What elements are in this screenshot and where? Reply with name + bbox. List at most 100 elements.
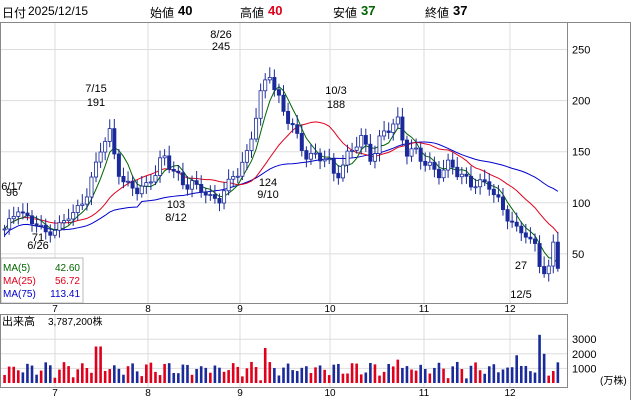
volume-bar: [350, 363, 354, 383]
candle-body: [391, 123, 396, 133]
volume-bar: [209, 372, 212, 383]
volume-bar: [222, 371, 226, 383]
candle-body: [519, 225, 524, 234]
candle-body: [482, 179, 487, 183]
volume-bar: [227, 370, 230, 383]
candle-body: [139, 185, 144, 195]
candle-body: [267, 77, 272, 81]
price-tick-label: 250: [572, 45, 590, 57]
candle-body: [158, 157, 163, 176]
candle-body: [226, 178, 231, 192]
volume-bar: [145, 364, 148, 383]
volume-bar: [94, 346, 98, 383]
volume-bar: [241, 376, 244, 383]
annotation-date: 6/26: [27, 240, 48, 252]
candle-body: [212, 194, 217, 199]
volume-bar: [218, 367, 221, 383]
candle-body: [432, 161, 437, 170]
annotation-date: 12/5: [510, 289, 531, 301]
candle-body: [350, 149, 355, 152]
volume-bar: [451, 366, 454, 383]
volume-bar: [327, 375, 331, 383]
candle-body: [491, 188, 496, 196]
candle-body: [537, 243, 542, 267]
candle-body: [235, 175, 240, 178]
volume-bar: [277, 375, 281, 383]
volume-bar: [122, 374, 125, 383]
ma5-line: [4, 85, 559, 264]
candle-body: [167, 155, 172, 170]
annotation-value: 71: [32, 232, 44, 244]
annotation-value: 103: [167, 199, 185, 211]
volume-bar: [446, 378, 450, 383]
candle-body: [423, 160, 428, 166]
candle-body: [308, 152, 313, 160]
ma25-polyline: [4, 121, 559, 234]
volume-bar: [268, 362, 272, 383]
close-label: 終値: [425, 6, 450, 20]
volume-bar: [414, 370, 418, 383]
candle-body: [542, 266, 547, 275]
volume-bar: [154, 371, 157, 383]
annotation-date: 8/26: [210, 29, 231, 41]
candle-body: [20, 211, 25, 214]
volume-bar: [524, 365, 528, 383]
volume-bar: [16, 370, 20, 383]
price-tick-label: 150: [572, 147, 590, 159]
candle-body: [30, 215, 35, 225]
legend-value: 56.72: [55, 276, 80, 287]
candle-body: [135, 187, 140, 195]
candle-body: [286, 110, 291, 124]
candle-body: [39, 224, 44, 227]
annotation-date: 8/12: [165, 212, 186, 224]
ma75-line: [4, 141, 559, 236]
volume-bar: [149, 362, 153, 383]
volume-bar: [158, 375, 162, 383]
candle-body: [514, 221, 519, 227]
candle-body: [7, 218, 12, 230]
candle-body: [359, 135, 364, 148]
candle-body: [66, 218, 71, 222]
candle-body: [400, 116, 405, 141]
volume-bar: [419, 364, 422, 383]
price-month-label: 10: [324, 304, 336, 315]
volume-bar: [533, 372, 537, 383]
candle-body: [180, 172, 185, 186]
candle-body: [121, 176, 126, 183]
volume-bar: [487, 366, 491, 383]
volume-bar: [318, 365, 322, 383]
volume-bar: [497, 372, 500, 383]
volume-bar: [126, 366, 130, 383]
volume-bar: [396, 359, 400, 383]
price-header: 日付 2025/12/15 始値 40 高値 40 安値 37 終値 37: [0, 0, 631, 22]
price-tick-label: 50: [572, 249, 584, 261]
volume-bar: [135, 371, 139, 383]
candle-body: [459, 173, 464, 178]
candle-body: [162, 155, 167, 159]
volume-bar: [273, 368, 276, 383]
volume-bar: [48, 365, 52, 383]
volume-bar: [81, 363, 84, 383]
price-month-label: 11: [419, 304, 430, 315]
volume-bar: [469, 365, 473, 383]
date-label: 日付: [2, 6, 27, 20]
volume-bar: [295, 371, 299, 383]
volume-bar: [3, 374, 6, 383]
price-month-label: 7: [52, 304, 58, 315]
volume-bar: [405, 366, 409, 383]
candle-body: [194, 180, 199, 185]
volume-bar: [195, 368, 198, 383]
candle-body: [304, 150, 309, 160]
volume-bar: [492, 364, 496, 383]
volume-bar: [410, 369, 413, 383]
candle-body: [331, 158, 336, 174]
candle-body: [203, 191, 208, 196]
candle-body: [11, 216, 16, 220]
high-value: 40: [268, 3, 283, 18]
price-month-label: 9: [237, 304, 243, 315]
volume-bar: [455, 361, 459, 383]
candle-body: [555, 241, 560, 269]
annotation-date: 10/3: [325, 85, 346, 97]
annotation-date: 6/17: [1, 181, 22, 193]
annotation-date: 9/10: [257, 189, 278, 201]
